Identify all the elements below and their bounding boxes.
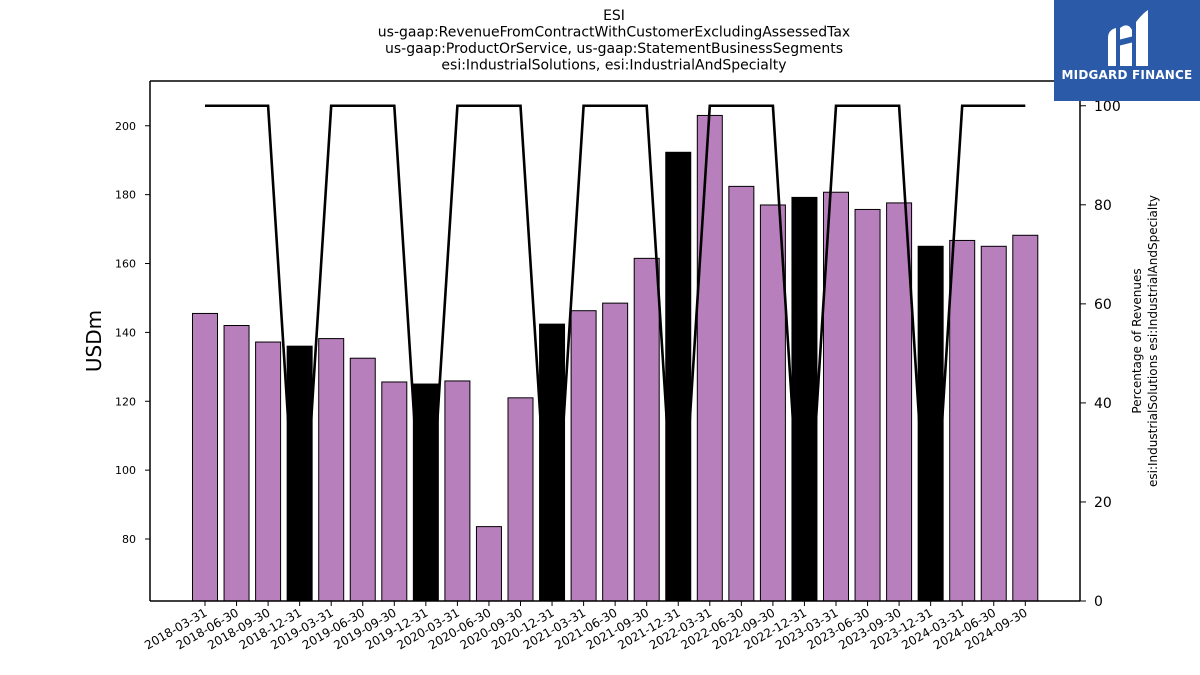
bar: [886, 202, 913, 602]
y-axis-ticks: 80 100 120 140 160 180 200: [115, 120, 150, 546]
y2-tick-label: 80: [1094, 198, 1112, 214]
bar: [507, 397, 534, 602]
y2-axis-label-line: esi:IndustrialSolutions esi:IndustrialAn…: [1146, 195, 1160, 487]
chart-title-line: esi:IndustrialSolutions, esi:IndustrialA…: [441, 58, 786, 74]
bar: [823, 191, 849, 602]
bar: [192, 312, 218, 602]
bar: [602, 302, 629, 602]
y-tick-label: 120: [115, 395, 136, 408]
y-tick-label: 200: [115, 120, 136, 133]
bar: [349, 357, 376, 602]
chart-title-line: ESI: [603, 8, 625, 24]
y2-tick-label: 60: [1094, 297, 1112, 313]
bar: [759, 204, 786, 602]
y-tick-label: 100: [115, 464, 136, 477]
bar: [791, 196, 818, 602]
bar: [223, 325, 250, 602]
y2-tick-label: 40: [1094, 396, 1112, 412]
chart-title-line: us-gaap:ProductOrService, us-gaap:Statem…: [385, 41, 843, 57]
bar: [570, 310, 597, 602]
bar: [917, 245, 944, 602]
chart-title-line: us-gaap:RevenueFromContractWithCustomerE…: [378, 25, 850, 41]
y2-tick-label: 0: [1094, 594, 1103, 610]
bar: [1012, 234, 1039, 602]
bar: [665, 151, 692, 602]
bar: [854, 208, 881, 602]
bar: [444, 380, 471, 602]
bar: [728, 185, 755, 602]
bar: [475, 526, 502, 602]
y-axis-label: USDm: [82, 310, 106, 372]
x-axis-ticks: 2018-03-312018-06-302018-09-302018-12-31…: [142, 601, 1030, 652]
y2-axis-ticks: 0 20 40 60 80 100: [1080, 99, 1121, 610]
percentage-line: [205, 104, 1026, 602]
bar: [633, 257, 660, 602]
bar: [696, 114, 723, 602]
bar: [412, 383, 439, 602]
y-tick-label: 140: [115, 326, 136, 339]
y-tick-label: 160: [115, 258, 136, 271]
y2-tick-label: 100: [1094, 99, 1121, 115]
y2-axis-label: Percentage of Revenues esi:IndustrialSolu…: [1130, 195, 1160, 487]
midgard-finance-logo: MIDGARD FINANCE: [1054, 0, 1200, 101]
y-tick-label: 80: [122, 533, 136, 546]
bar: [949, 239, 976, 602]
y-tick-label: 180: [115, 189, 136, 202]
percentage-line-group: [205, 104, 1026, 602]
chart-title: ESIus-gaap:RevenueFromContractWithCustom…: [378, 8, 850, 74]
bars: [192, 114, 1039, 602]
logo-mark-icon: [1108, 10, 1148, 66]
bar: [255, 341, 282, 602]
bar: [318, 338, 345, 602]
y2-tick-label: 20: [1094, 495, 1112, 511]
y2-axis-label-line: Percentage of Revenues: [1130, 268, 1144, 413]
bar: [381, 381, 408, 602]
bar: [980, 245, 1007, 602]
logo-text: MIDGARD FINANCE: [1061, 68, 1193, 82]
